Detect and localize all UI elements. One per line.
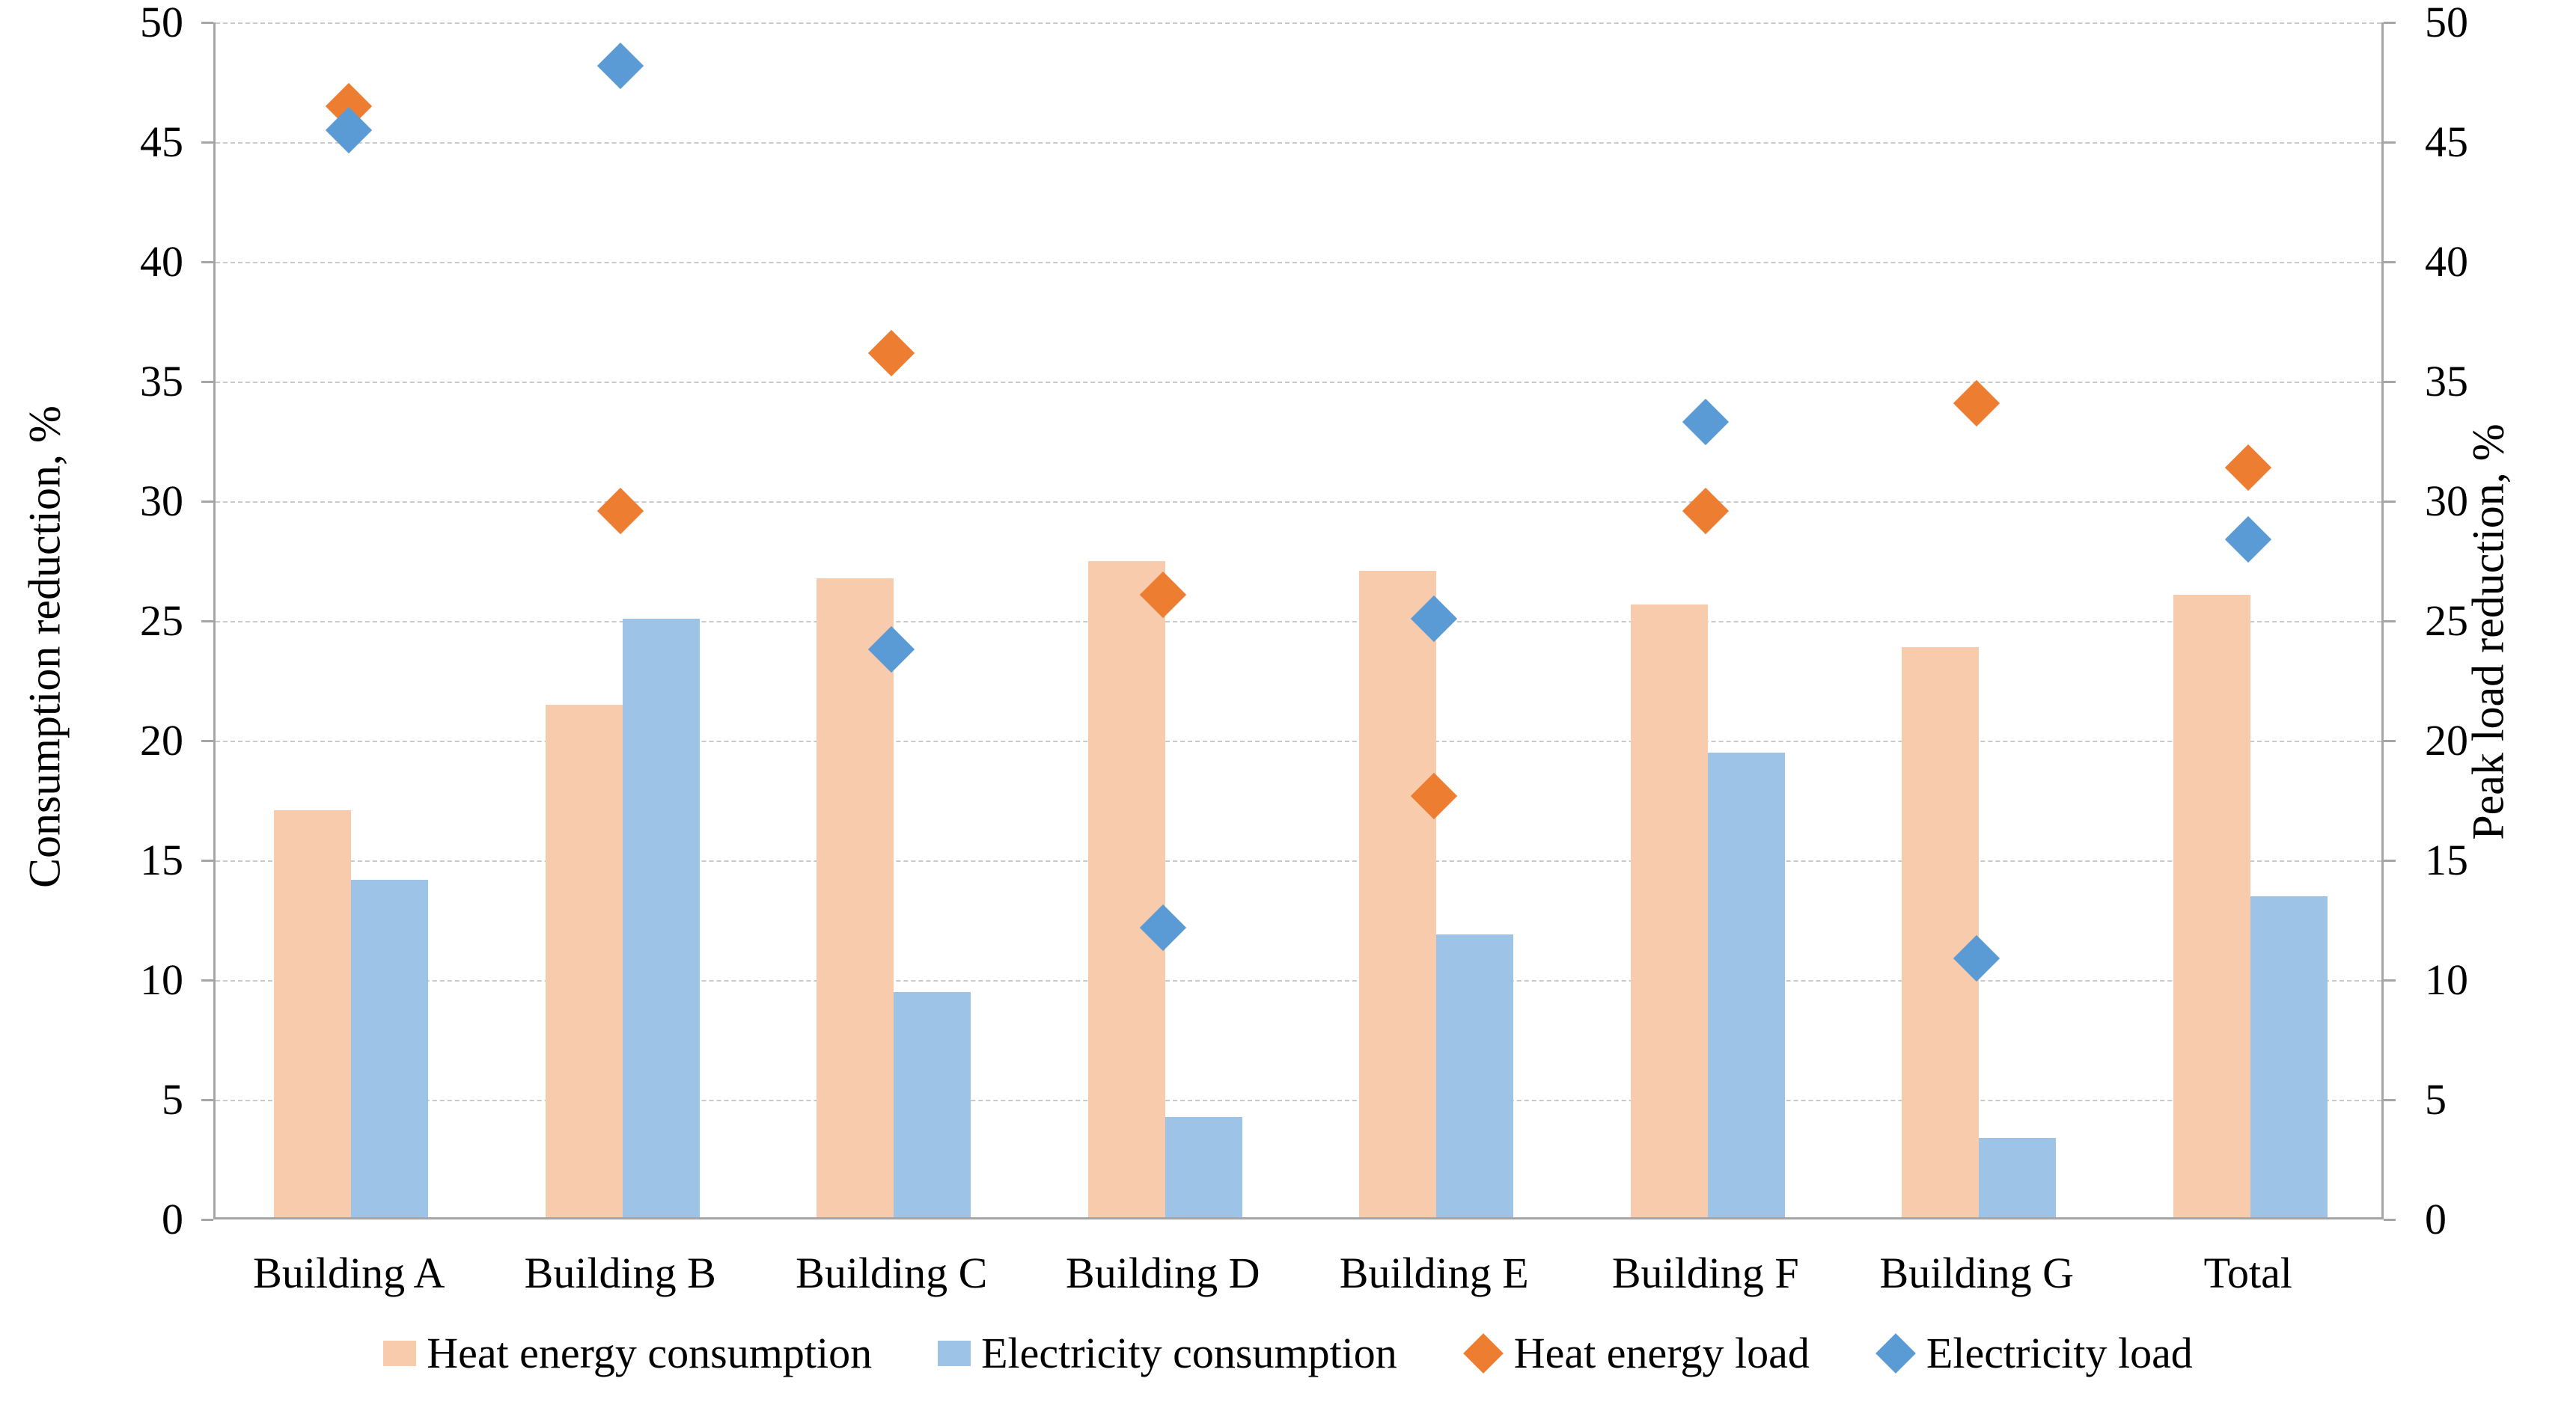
left-tick-mark bbox=[201, 141, 213, 144]
bar-heat-energy-consumption bbox=[817, 578, 894, 1217]
left-axis-tick-label: 40 bbox=[140, 237, 183, 286]
right-axis-tick-label: 35 bbox=[2425, 357, 2468, 405]
legend: Heat energy consumption Electricity consu… bbox=[0, 1328, 2576, 1378]
bar-electricity-consumption bbox=[351, 879, 429, 1217]
category-label: Building B bbox=[524, 1249, 716, 1297]
left-tick-mark bbox=[201, 501, 213, 503]
bar-electricity-consumption bbox=[1979, 1138, 2057, 1217]
gridline bbox=[216, 262, 2381, 263]
right-axis-tick-label: 40 bbox=[2425, 237, 2468, 286]
bar-heat-energy-consumption bbox=[1359, 571, 1437, 1217]
category-label: Building A bbox=[253, 1249, 445, 1297]
right-axis-tick-label: 25 bbox=[2425, 596, 2468, 645]
right-tick-mark bbox=[2384, 22, 2396, 24]
left-axis-tick-label: 45 bbox=[140, 117, 183, 166]
right-tick-mark bbox=[2384, 740, 2396, 742]
left-axis-tick-label: 10 bbox=[140, 955, 183, 1004]
left-tick-mark bbox=[201, 1219, 213, 1221]
legend-diamond-icon bbox=[1462, 1332, 1504, 1374]
legend-item: Electricity consumption bbox=[938, 1328, 1397, 1378]
left-axis-title: Consumption reduction, % bbox=[19, 405, 70, 888]
right-tick-mark bbox=[2384, 620, 2396, 622]
legend-square-swatch bbox=[383, 1340, 417, 1366]
left-axis-tick-label: 35 bbox=[140, 357, 183, 405]
bar-electricity-consumption bbox=[2250, 896, 2328, 1217]
right-axis-tick-label: 0 bbox=[2425, 1195, 2447, 1243]
right-axis-tick-label: 30 bbox=[2425, 477, 2468, 525]
right-tick-mark bbox=[2384, 381, 2396, 383]
legend-label: Electricity consumption bbox=[981, 1329, 1397, 1377]
right-axis-tick-label: 50 bbox=[2425, 0, 2468, 46]
right-tick-mark bbox=[2384, 860, 2396, 862]
bar-heat-energy-consumption bbox=[274, 810, 352, 1217]
category-label: Building E bbox=[1339, 1249, 1529, 1297]
category-label: Building D bbox=[1066, 1249, 1260, 1297]
left-tick-mark bbox=[201, 381, 213, 383]
category-label: Building F bbox=[1611, 1249, 1799, 1297]
right-axis-tick-label: 15 bbox=[2425, 836, 2468, 884]
bar-heat-energy-consumption bbox=[1902, 647, 1980, 1217]
right-tick-mark bbox=[2384, 501, 2396, 503]
left-tick-mark bbox=[201, 860, 213, 862]
left-axis-tick-label: 0 bbox=[162, 1195, 183, 1243]
bar-heat-energy-consumption bbox=[1630, 604, 1708, 1217]
legend-item: Heat energy consumption bbox=[383, 1328, 872, 1378]
gridline bbox=[216, 501, 2381, 503]
right-axis-tick-label: 45 bbox=[2425, 117, 2468, 166]
right-axis-tick-label: 5 bbox=[2425, 1075, 2447, 1124]
right-tick-mark bbox=[2384, 1099, 2396, 1101]
bar-electricity-consumption bbox=[1165, 1116, 1242, 1217]
legend-item: Electricity load bbox=[1875, 1328, 2193, 1378]
bar-electricity-consumption bbox=[894, 992, 971, 1217]
right-tick-mark bbox=[2384, 1219, 2396, 1221]
left-axis-tick-label: 15 bbox=[140, 836, 183, 884]
right-axis-tick-label: 20 bbox=[2425, 716, 2468, 765]
legend-diamond-icon bbox=[1875, 1332, 1916, 1374]
gridline bbox=[216, 741, 2381, 742]
gridline bbox=[216, 980, 2381, 982]
left-axis-tick-label: 50 bbox=[140, 0, 183, 46]
right-tick-mark bbox=[2384, 979, 2396, 982]
left-axis-tick-label: 5 bbox=[162, 1075, 183, 1124]
bar-heat-energy-consumption bbox=[2173, 595, 2250, 1217]
right-tick-mark bbox=[2384, 261, 2396, 263]
left-axis-tick-label: 25 bbox=[140, 596, 183, 645]
left-tick-mark bbox=[201, 740, 213, 742]
gridline bbox=[216, 621, 2381, 622]
gridline bbox=[216, 860, 2381, 862]
category-label: Total bbox=[2203, 1249, 2292, 1297]
plot-area bbox=[213, 22, 2384, 1219]
bar-electricity-consumption bbox=[622, 619, 700, 1217]
gridline bbox=[216, 1100, 2381, 1101]
bar-electricity-consumption bbox=[1436, 934, 1514, 1217]
left-tick-mark bbox=[201, 261, 213, 263]
bar-heat-energy-consumption bbox=[545, 705, 623, 1217]
left-axis-tick-label: 30 bbox=[140, 477, 183, 525]
gridline bbox=[216, 22, 2381, 24]
bar-heat-energy-consumption bbox=[1087, 561, 1165, 1217]
gridline bbox=[216, 142, 2381, 144]
legend-label: Heat energy consumption bbox=[427, 1329, 873, 1377]
right-axis-title: Peak load reduction, % bbox=[2463, 423, 2513, 840]
left-tick-mark bbox=[201, 1099, 213, 1101]
category-label: Building G bbox=[1879, 1249, 2074, 1297]
bar-electricity-consumption bbox=[1707, 753, 1785, 1217]
legend-label: Heat energy load bbox=[1513, 1329, 1810, 1377]
left-tick-mark bbox=[201, 620, 213, 622]
gridline bbox=[216, 382, 2381, 383]
left-tick-mark bbox=[201, 979, 213, 982]
left-axis-tick-label: 20 bbox=[140, 716, 183, 765]
legend-item: Heat energy load bbox=[1462, 1328, 1810, 1378]
category-label: Building C bbox=[796, 1249, 988, 1297]
legend-square-swatch bbox=[938, 1340, 971, 1366]
legend-label: Electricity load bbox=[1926, 1329, 2193, 1377]
left-tick-mark bbox=[201, 22, 213, 24]
right-axis-tick-label: 10 bbox=[2425, 955, 2468, 1004]
right-tick-mark bbox=[2384, 141, 2396, 144]
